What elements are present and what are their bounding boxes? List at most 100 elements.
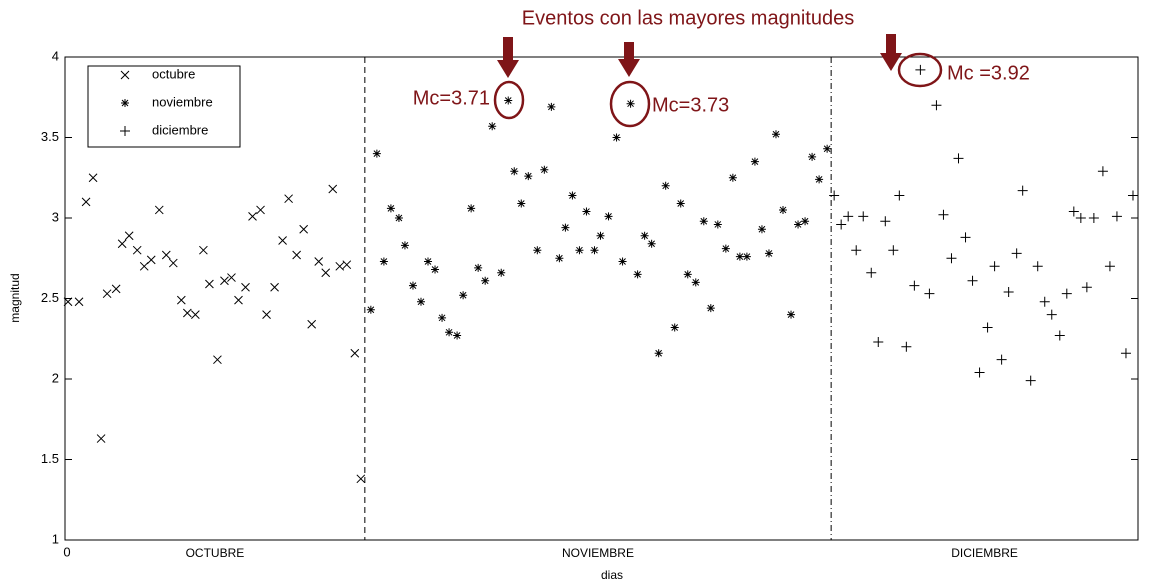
- point: [314, 257, 324, 266]
- point: [379, 257, 388, 266]
- point: [851, 245, 862, 256]
- point: [1025, 375, 1036, 386]
- legend: octubre noviembre diciembre: [87, 65, 241, 148]
- point: [445, 328, 454, 337]
- x-tick-label: 0: [63, 544, 70, 559]
- point: [117, 239, 127, 249]
- point: [873, 336, 884, 347]
- point: [836, 219, 847, 230]
- point: [408, 281, 417, 290]
- point: [843, 211, 854, 222]
- highlight-circle: [897, 52, 943, 88]
- point: [721, 244, 730, 253]
- point: [510, 167, 519, 176]
- point: [1017, 185, 1028, 196]
- point: [757, 225, 766, 234]
- point: [915, 64, 926, 75]
- point: [335, 261, 345, 271]
- point: [307, 319, 317, 329]
- arrow-shaft: [886, 34, 896, 54]
- point: [213, 355, 222, 365]
- point: [713, 220, 722, 229]
- point: [481, 276, 490, 285]
- point: [467, 204, 476, 213]
- point: [154, 205, 164, 215]
- point: [1046, 309, 1057, 320]
- highlight-circle: [609, 80, 651, 128]
- point: [372, 149, 381, 158]
- x-axis-label: dias: [601, 568, 623, 582]
- point: [996, 354, 1007, 365]
- y-tick-label: 1: [52, 531, 59, 546]
- point: [102, 289, 112, 299]
- point: [640, 231, 649, 240]
- point: [132, 245, 142, 255]
- y-tick-label: 2.5: [41, 290, 59, 305]
- point: [350, 348, 360, 358]
- point: [63, 297, 73, 307]
- point: [191, 310, 200, 319]
- point: [946, 253, 957, 264]
- point: [205, 279, 214, 289]
- point: [691, 278, 700, 287]
- arrow-shaft: [624, 42, 634, 60]
- arrows: [497, 34, 902, 78]
- point: [453, 331, 462, 340]
- point: [220, 276, 229, 286]
- point: [888, 245, 899, 256]
- point: [924, 288, 935, 299]
- point: [547, 102, 556, 111]
- point: [989, 261, 1000, 272]
- annotation: Mc=3.73: [652, 94, 729, 116]
- point: [168, 258, 178, 268]
- legend-marker: [121, 99, 129, 107]
- y-tick-label: 3.5: [41, 129, 59, 144]
- point: [328, 184, 338, 194]
- point: [938, 209, 949, 220]
- point: [575, 246, 584, 255]
- point: [561, 223, 570, 232]
- y-tick-label: 4: [52, 48, 59, 63]
- point: [111, 284, 121, 294]
- point: [1081, 282, 1092, 293]
- y-tick-label: 2: [52, 370, 59, 385]
- point: [1097, 166, 1108, 177]
- point: [742, 252, 751, 261]
- point: [284, 194, 293, 204]
- point: [808, 152, 817, 161]
- point: [96, 434, 106, 443]
- highlight-circle: [493, 80, 525, 120]
- point: [1011, 248, 1022, 259]
- point: [146, 255, 156, 265]
- arrow-head: [618, 59, 640, 77]
- point: [661, 181, 670, 190]
- legend-label: octubre: [152, 66, 195, 81]
- point: [909, 280, 920, 291]
- point: [1075, 213, 1086, 223]
- point: [764, 249, 773, 258]
- y-tick-label: 3: [52, 209, 59, 224]
- point: [858, 211, 869, 222]
- point: [1061, 288, 1072, 299]
- point: [612, 133, 621, 142]
- point: [424, 257, 433, 266]
- annotation-title: Eventos con las mayores magnitudes: [522, 7, 854, 29]
- point: [647, 239, 656, 248]
- point: [801, 217, 810, 226]
- point: [618, 257, 627, 266]
- point: [699, 217, 708, 226]
- point: [823, 144, 832, 153]
- point: [568, 191, 577, 200]
- point: [1039, 296, 1050, 307]
- point: [794, 220, 803, 229]
- point: [787, 310, 796, 319]
- point: [683, 270, 692, 279]
- point: [366, 305, 375, 314]
- point: [829, 190, 840, 201]
- legend-marker: [120, 70, 130, 80]
- point: [771, 130, 780, 139]
- point: [953, 153, 964, 164]
- month-label: NOVIEMBRE: [562, 546, 634, 560]
- point: [880, 216, 891, 227]
